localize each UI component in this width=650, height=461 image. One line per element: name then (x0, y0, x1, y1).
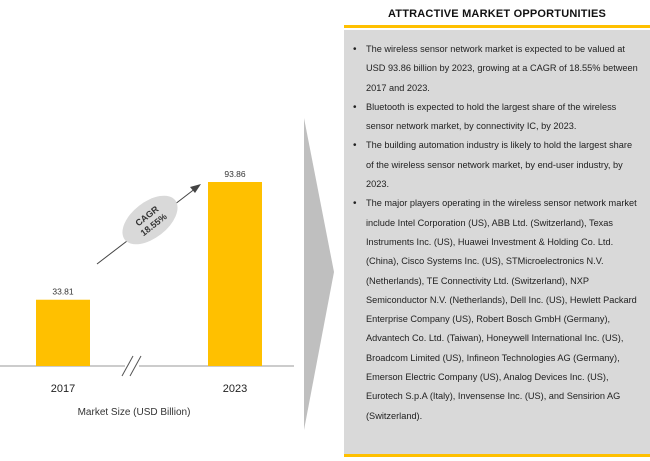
opportunity-item: Bluetooth is expected to hold the larges… (352, 98, 642, 137)
x-axis-title: Market Size (USD Billion) (78, 407, 191, 418)
panel-bottom-accent-line (344, 454, 650, 457)
panel-body: The wireless sensor network market is ex… (344, 30, 650, 454)
cagr-bubble: CAGR 18.55% (122, 195, 178, 245)
divider-arrow-icon (304, 118, 334, 430)
bar-2023 (208, 182, 262, 366)
axis-break-icon (121, 355, 142, 377)
x-tick-label: 2017 (51, 383, 75, 395)
panel-top-accent-line (344, 25, 650, 28)
opportunities-panel: ATTRACTIVE MARKET OPPORTUNITIES The wire… (344, 0, 650, 461)
opportunity-list: The wireless sensor network market is ex… (344, 30, 650, 426)
opportunity-item: The wireless sensor network market is ex… (352, 40, 642, 98)
bar-value-label: 33.81 (52, 287, 74, 297)
market-size-chart: 33.81 2017 93.86 2023 CAGR 18.55% Market Si… (0, 169, 294, 418)
opportunity-item: The building automation industry is like… (352, 136, 642, 194)
x-tick-label: 2023 (223, 383, 247, 395)
opportunity-item: The major players operating in the wirel… (352, 194, 642, 426)
bar-2017 (36, 299, 90, 366)
panel-title: ATTRACTIVE MARKET OPPORTUNITIES (387, 8, 607, 20)
bar-value-label: 93.86 (224, 169, 246, 179)
